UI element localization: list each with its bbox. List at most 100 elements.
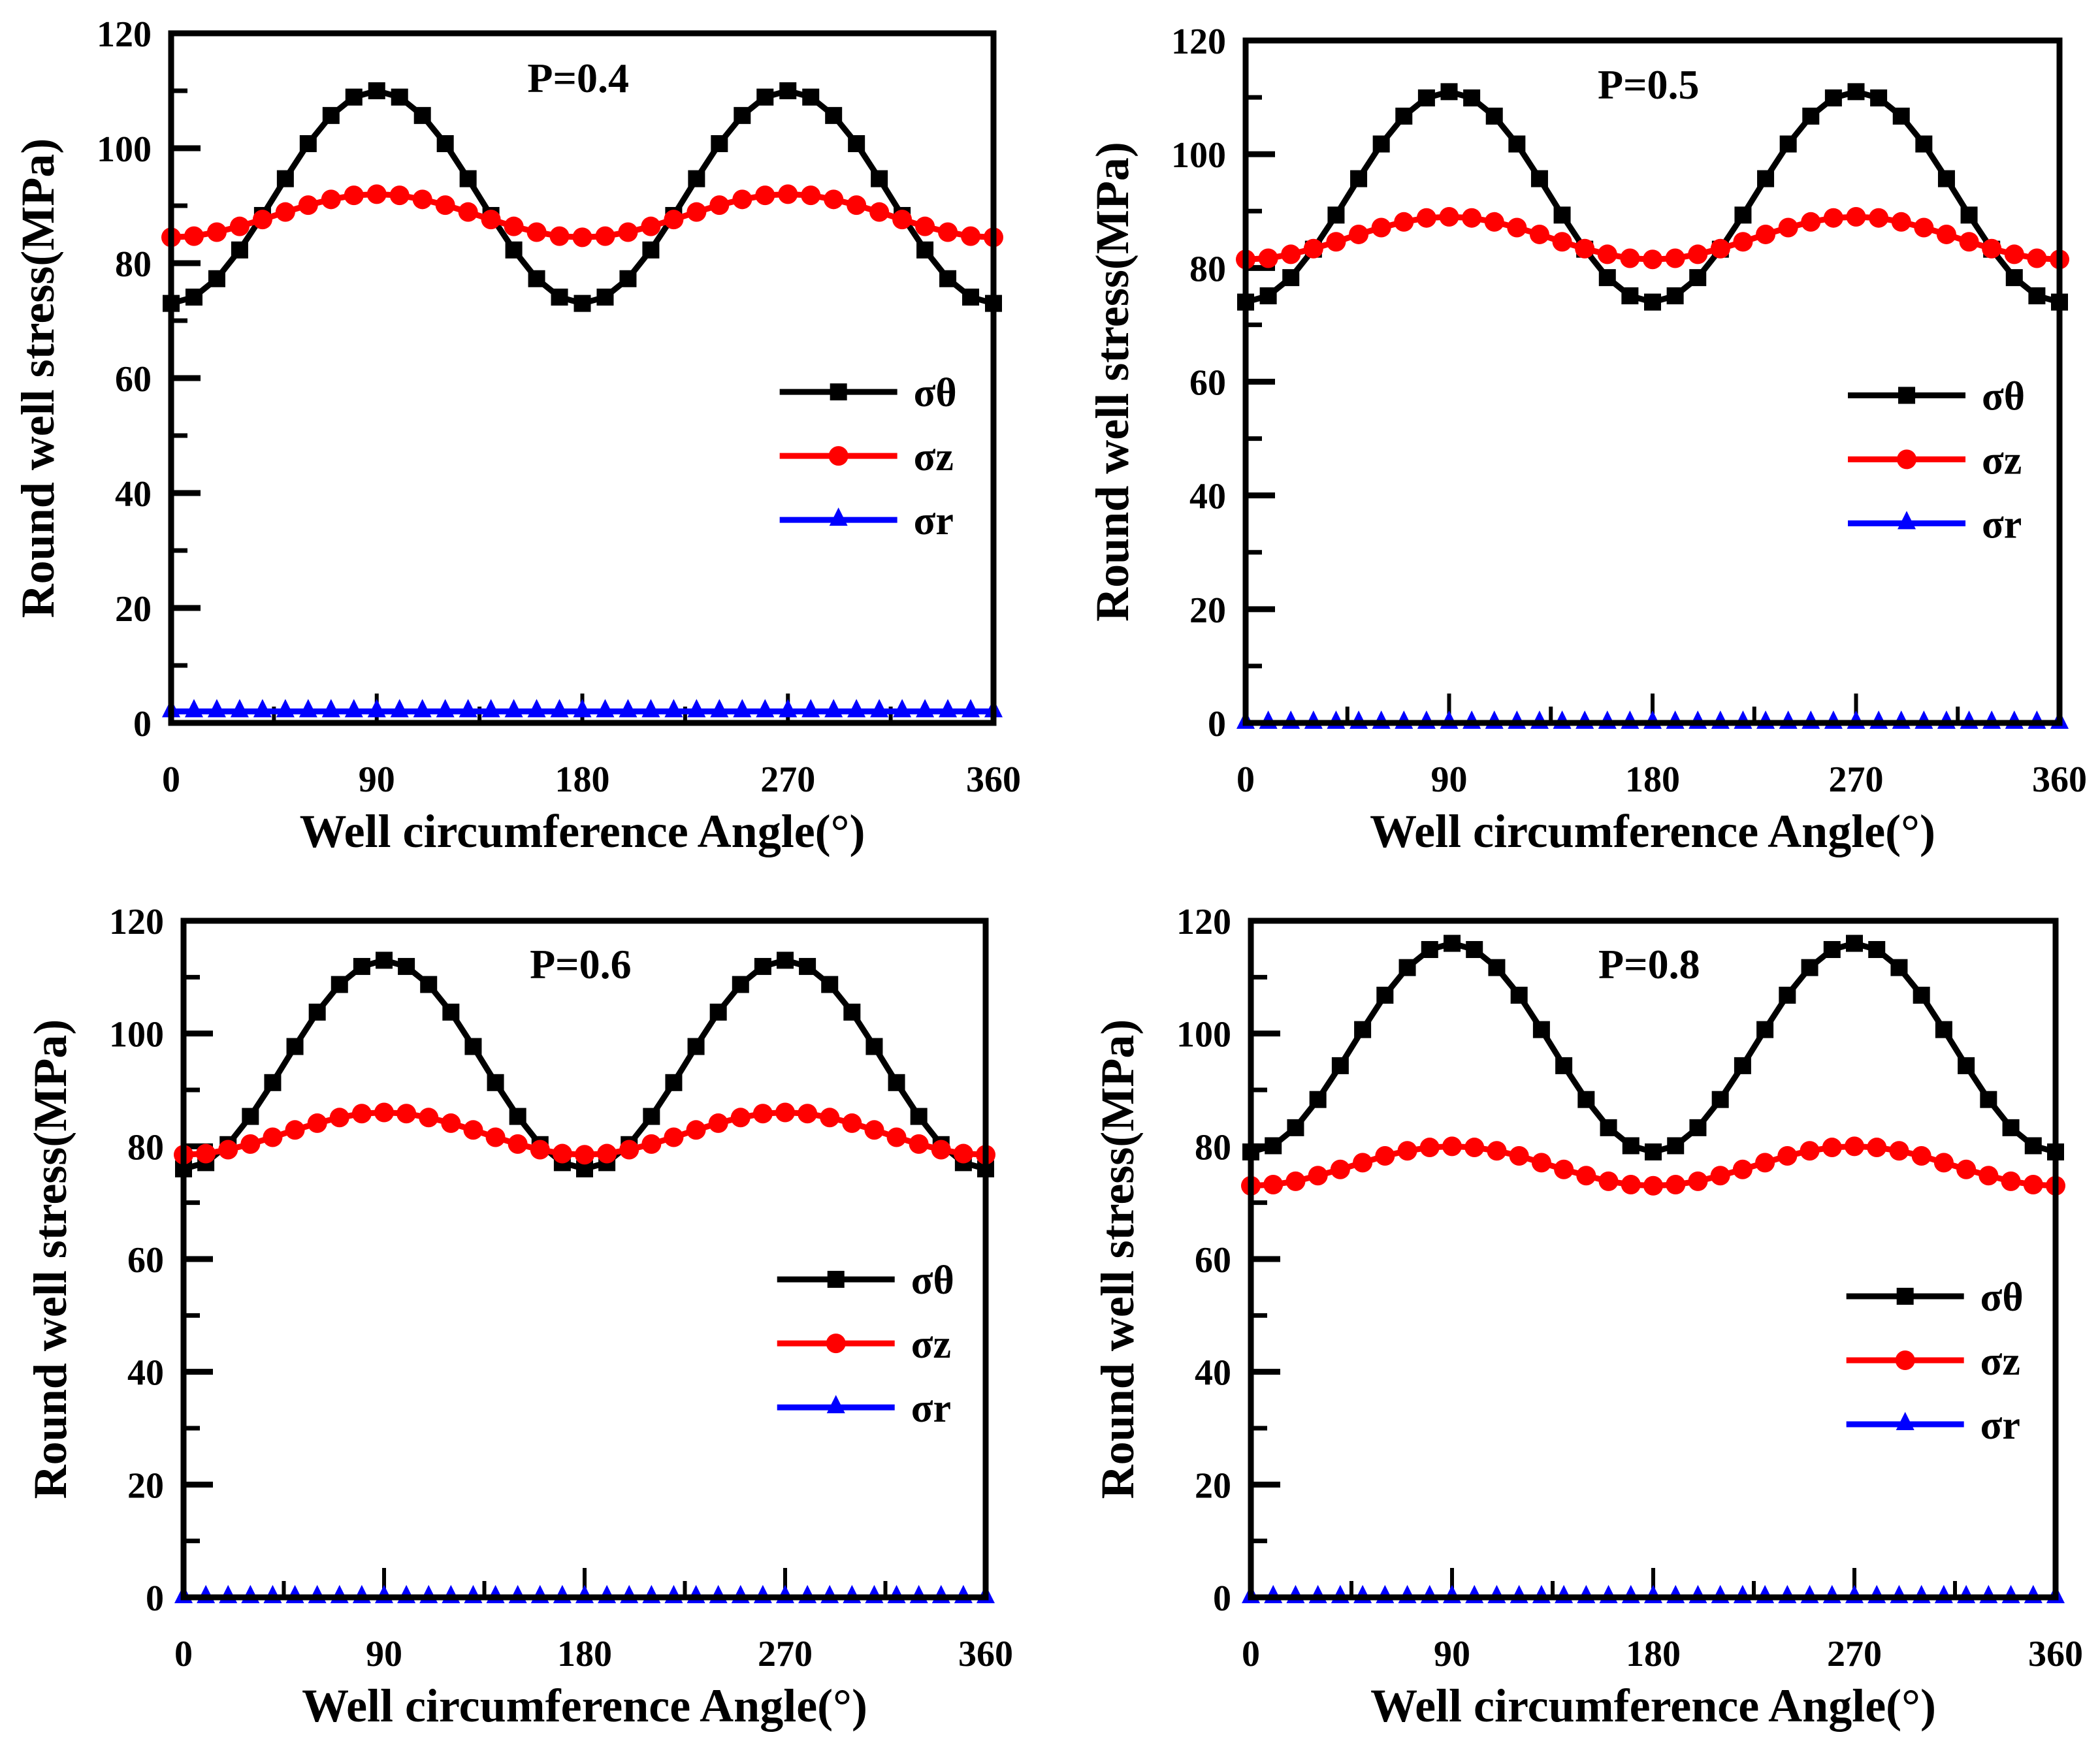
data-point-square bbox=[1530, 170, 1548, 187]
data-point-triangle bbox=[1327, 711, 1346, 729]
data-point-square bbox=[711, 135, 728, 152]
data-point-square bbox=[2024, 1137, 2042, 1155]
data-point-circle bbox=[1710, 238, 1730, 259]
data-point-triangle bbox=[481, 699, 500, 718]
data-point-square bbox=[939, 270, 957, 287]
data-point-circle bbox=[485, 1127, 506, 1147]
data-point-circle bbox=[1529, 224, 1549, 244]
data-point-square bbox=[871, 170, 888, 187]
data-point-triangle bbox=[1530, 711, 1549, 729]
data-point-circle bbox=[549, 226, 570, 246]
data-point-triangle bbox=[1644, 1585, 1662, 1603]
data-point-circle bbox=[1889, 1141, 1909, 1161]
data-point-triangle bbox=[1621, 711, 1640, 729]
data-point-triangle bbox=[397, 1585, 416, 1603]
data-point-square bbox=[1510, 986, 1528, 1004]
y-tick-label: 0 bbox=[133, 704, 152, 744]
data-point-triangle bbox=[1465, 1585, 1484, 1603]
data-point-square bbox=[821, 976, 839, 993]
data-point-square bbox=[505, 241, 523, 259]
y-tick-label: 40 bbox=[127, 1353, 164, 1394]
data-point-triangle bbox=[530, 1585, 549, 1603]
data-point-triangle bbox=[753, 1585, 772, 1603]
data-point-square bbox=[308, 1003, 326, 1021]
data-point-square bbox=[827, 1271, 845, 1288]
data-point-triangle bbox=[1711, 711, 1730, 729]
chart-panel-2: 0 20 40 60 80 100 120 0 90 180 270 360 Well circumfe… bbox=[1086, 22, 2087, 857]
data-point-square bbox=[2028, 287, 2046, 305]
legend-item: σr bbox=[1846, 1403, 2020, 1448]
data-point-square bbox=[1890, 959, 1908, 976]
data-point-triangle bbox=[1510, 1585, 1528, 1603]
data-point-square bbox=[299, 135, 317, 152]
data-point-triangle bbox=[961, 699, 980, 718]
data-point-circle bbox=[842, 1113, 862, 1133]
y-tick-label: 0 bbox=[146, 1578, 164, 1619]
x-axis-title: Well circumference Angle(°) bbox=[302, 1680, 867, 1732]
data-point-triangle bbox=[870, 699, 889, 718]
data-point-triangle bbox=[954, 1585, 973, 1603]
data-point-circle bbox=[961, 226, 981, 246]
data-point-circle bbox=[869, 202, 890, 222]
data-point-circle bbox=[1419, 1138, 1440, 1158]
data-point-square bbox=[345, 88, 363, 106]
series-triangle bbox=[162, 699, 1003, 718]
data-point-circle bbox=[344, 185, 364, 206]
data-point-triangle bbox=[1666, 711, 1685, 729]
data-point-circle bbox=[1620, 248, 1640, 268]
x-tick-label: 90 bbox=[1434, 1634, 1470, 1674]
y-tick-label: 40 bbox=[1195, 1353, 1231, 1394]
data-point-square bbox=[1600, 1119, 1617, 1136]
data-point-square bbox=[1980, 1091, 1997, 1108]
data-point-square bbox=[376, 951, 393, 969]
data-point-circle bbox=[847, 195, 867, 216]
y-tick-label: 80 bbox=[1189, 249, 1226, 289]
data-point-circle bbox=[1416, 208, 1436, 228]
x-tick-label: 270 bbox=[1829, 759, 1884, 800]
data-point-square bbox=[754, 957, 771, 975]
data-point-square bbox=[1937, 170, 1955, 187]
data-point-square bbox=[1913, 986, 1930, 1004]
plot-frame bbox=[1248, 918, 2059, 1601]
data-point-square bbox=[1354, 1021, 1372, 1038]
data-point-square bbox=[1421, 941, 1438, 959]
data-point-circle bbox=[1371, 217, 1391, 238]
data-point-square bbox=[1598, 269, 1616, 287]
data-point-square bbox=[1958, 1057, 1975, 1074]
series-line bbox=[182, 957, 987, 1172]
data-point-triangle bbox=[1577, 1585, 1596, 1603]
data-point-triangle bbox=[843, 1585, 862, 1603]
data-point-square bbox=[464, 1038, 482, 1055]
plot-frame bbox=[1242, 37, 2063, 726]
data-point-triangle bbox=[1914, 711, 1933, 729]
legend-item: σθ bbox=[1846, 1275, 2024, 1320]
data-point-circle bbox=[2027, 248, 2047, 268]
data-point-circle bbox=[938, 222, 958, 242]
data-point-triangle bbox=[2001, 1585, 2020, 1603]
data-point-circle bbox=[252, 210, 272, 230]
data-point-square bbox=[688, 170, 705, 187]
data-point-triangle bbox=[1555, 1585, 1574, 1603]
data-point-square bbox=[1265, 1137, 1282, 1155]
series-line bbox=[170, 88, 995, 307]
data-point-triangle bbox=[276, 699, 295, 718]
data-point-triangle bbox=[596, 699, 615, 718]
data-point-triangle bbox=[197, 1585, 216, 1603]
data-point-circle bbox=[1822, 1138, 1842, 1158]
data-point-triangle bbox=[285, 1585, 304, 1603]
data-point-triangle bbox=[931, 1585, 950, 1603]
data-point-circle bbox=[1576, 1166, 1596, 1186]
legend-item: σz bbox=[779, 435, 954, 479]
data-point-triangle bbox=[1869, 711, 1888, 729]
data-point-square bbox=[1577, 1091, 1595, 1108]
series-square bbox=[1237, 83, 2068, 311]
legend: σθ σz σr bbox=[777, 1258, 954, 1431]
data-point-triangle bbox=[1282, 711, 1300, 729]
data-point-square bbox=[420, 976, 438, 993]
data-point-circle bbox=[1484, 212, 1504, 232]
data-point-circle bbox=[229, 216, 250, 236]
data-point-triangle bbox=[1308, 1585, 1327, 1603]
data-point-triangle bbox=[573, 699, 592, 718]
data-point-square bbox=[1870, 89, 1888, 106]
